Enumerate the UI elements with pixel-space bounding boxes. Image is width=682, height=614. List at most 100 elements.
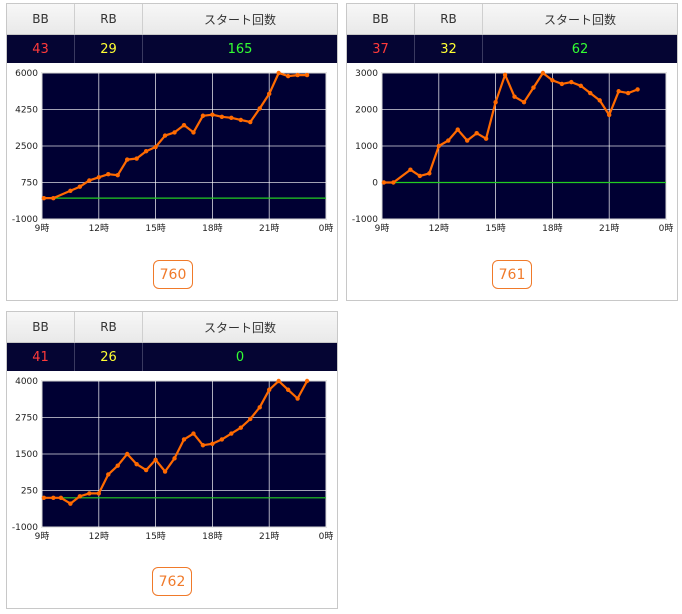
data-point — [295, 72, 300, 78]
data-point — [51, 495, 56, 500]
x-tick-label: 0時 — [659, 223, 674, 234]
data-point — [550, 78, 555, 83]
data-point — [143, 149, 149, 154]
data-point — [257, 106, 262, 111]
header-row: BB RB スタート回数 — [7, 4, 337, 35]
data-point — [134, 156, 139, 161]
machine-card: BB RB スタート回数 41 26 0 9時 12時 15時 18時 21時 0時 400… — [6, 311, 338, 609]
machine-number-button[interactable]: 761 — [492, 260, 532, 289]
data-point — [77, 494, 83, 499]
data-point — [267, 387, 272, 392]
x-tick-label: 9時 — [35, 531, 50, 542]
x-tick-label: 15時 — [485, 223, 505, 234]
y-tick-label: -1000 — [12, 523, 38, 533]
data-point — [304, 378, 310, 384]
y-tick-label: 2500 — [15, 142, 38, 152]
header-bb: BB — [7, 312, 75, 342]
x-tick-label: 9時 — [35, 223, 50, 234]
machine-card: BB RB スタート回数 37 32 62 9時 12時 15時 18時 21時 0時 30… — [346, 3, 678, 301]
rb-value: 32 — [415, 35, 483, 63]
y-tick-label: 250 — [21, 487, 38, 497]
header-rb: RB — [75, 312, 143, 342]
data-point — [276, 378, 281, 384]
x-tick-label: 21時 — [599, 223, 619, 234]
header-start: スタート回数 — [203, 320, 276, 335]
data-point — [210, 112, 215, 117]
data-point — [381, 180, 387, 185]
data-point — [229, 431, 234, 436]
x-tick-label: 15時 — [145, 531, 165, 542]
bb-value: 37 — [347, 35, 415, 63]
data-point — [87, 178, 92, 183]
data-point — [285, 387, 291, 392]
data-point — [295, 396, 300, 401]
header-start: スタート回数 — [203, 12, 276, 27]
values-row: 41 26 0 — [7, 343, 337, 371]
data-point — [597, 98, 602, 103]
data-point — [191, 130, 196, 135]
y-tick-label: -1000 — [12, 215, 38, 225]
data-point — [588, 90, 593, 96]
rb-value: 26 — [75, 343, 143, 371]
header-start: スタート回数 — [543, 12, 616, 27]
header-rb: RB — [415, 4, 483, 34]
data-point — [625, 90, 631, 96]
machine-number-button[interactable]: 760 — [153, 260, 193, 289]
bb-value: 41 — [7, 343, 75, 371]
data-point — [200, 443, 206, 448]
data-point — [304, 72, 310, 78]
y-tick-label: 0 — [372, 179, 378, 189]
data-point — [125, 157, 130, 162]
y-tick-label: 2750 — [15, 414, 38, 424]
series-line — [43, 71, 308, 200]
slump-chart: 9時 12時 15時 18時 21時 0時 6000 4250 2500 750 -1000 — [12, 69, 334, 234]
data-point — [285, 73, 291, 79]
data-point — [578, 83, 583, 88]
data-point — [191, 431, 196, 436]
data-point — [257, 405, 262, 410]
y-tick-label: 750 — [21, 179, 38, 189]
data-point — [134, 462, 139, 467]
data-point — [391, 180, 396, 185]
machine-number-button[interactable]: 762 — [152, 567, 192, 596]
y-tick-label: 3000 — [355, 69, 378, 79]
data-point — [569, 79, 574, 85]
data-point — [229, 115, 234, 121]
data-point — [153, 457, 158, 463]
data-point — [483, 136, 489, 141]
data-point — [616, 89, 621, 94]
data-point — [210, 441, 215, 446]
data-point — [87, 491, 92, 496]
data-point — [181, 437, 187, 442]
data-point — [276, 70, 281, 76]
x-tick-label: 0時 — [319, 223, 334, 234]
data-point — [96, 491, 102, 496]
data-point — [267, 91, 272, 97]
data-point — [143, 467, 149, 473]
data-point — [465, 138, 470, 143]
data-point — [559, 81, 565, 87]
y-tick-label: 4250 — [15, 106, 38, 116]
data-point — [248, 119, 253, 125]
slump-chart: 9時 12時 15時 18時 21時 0時 4000 2750 1500 250 -1000 — [12, 377, 334, 542]
data-point — [153, 144, 158, 150]
data-point — [172, 456, 177, 461]
x-tick-label: 18時 — [542, 223, 562, 234]
data-point — [238, 117, 243, 123]
data-point — [41, 195, 47, 201]
data-point — [172, 130, 177, 135]
data-point — [540, 70, 546, 76]
y-tick-label: 1000 — [355, 142, 378, 152]
slump-chart: 9時 12時 15時 18時 21時 0時 3000 2000 1000 0 -1000 — [352, 69, 674, 234]
data-point — [181, 122, 187, 128]
data-point — [115, 463, 120, 468]
data-point — [41, 495, 47, 500]
data-point — [238, 425, 243, 430]
data-point — [531, 85, 536, 90]
x-tick-label: 18時 — [202, 223, 222, 234]
x-tick-label: 12時 — [89, 223, 109, 234]
x-tick-label: 15時 — [145, 223, 165, 234]
data-point — [68, 501, 73, 506]
x-tick-label: 12時 — [429, 223, 449, 234]
y-tick-label: 6000 — [15, 69, 38, 79]
